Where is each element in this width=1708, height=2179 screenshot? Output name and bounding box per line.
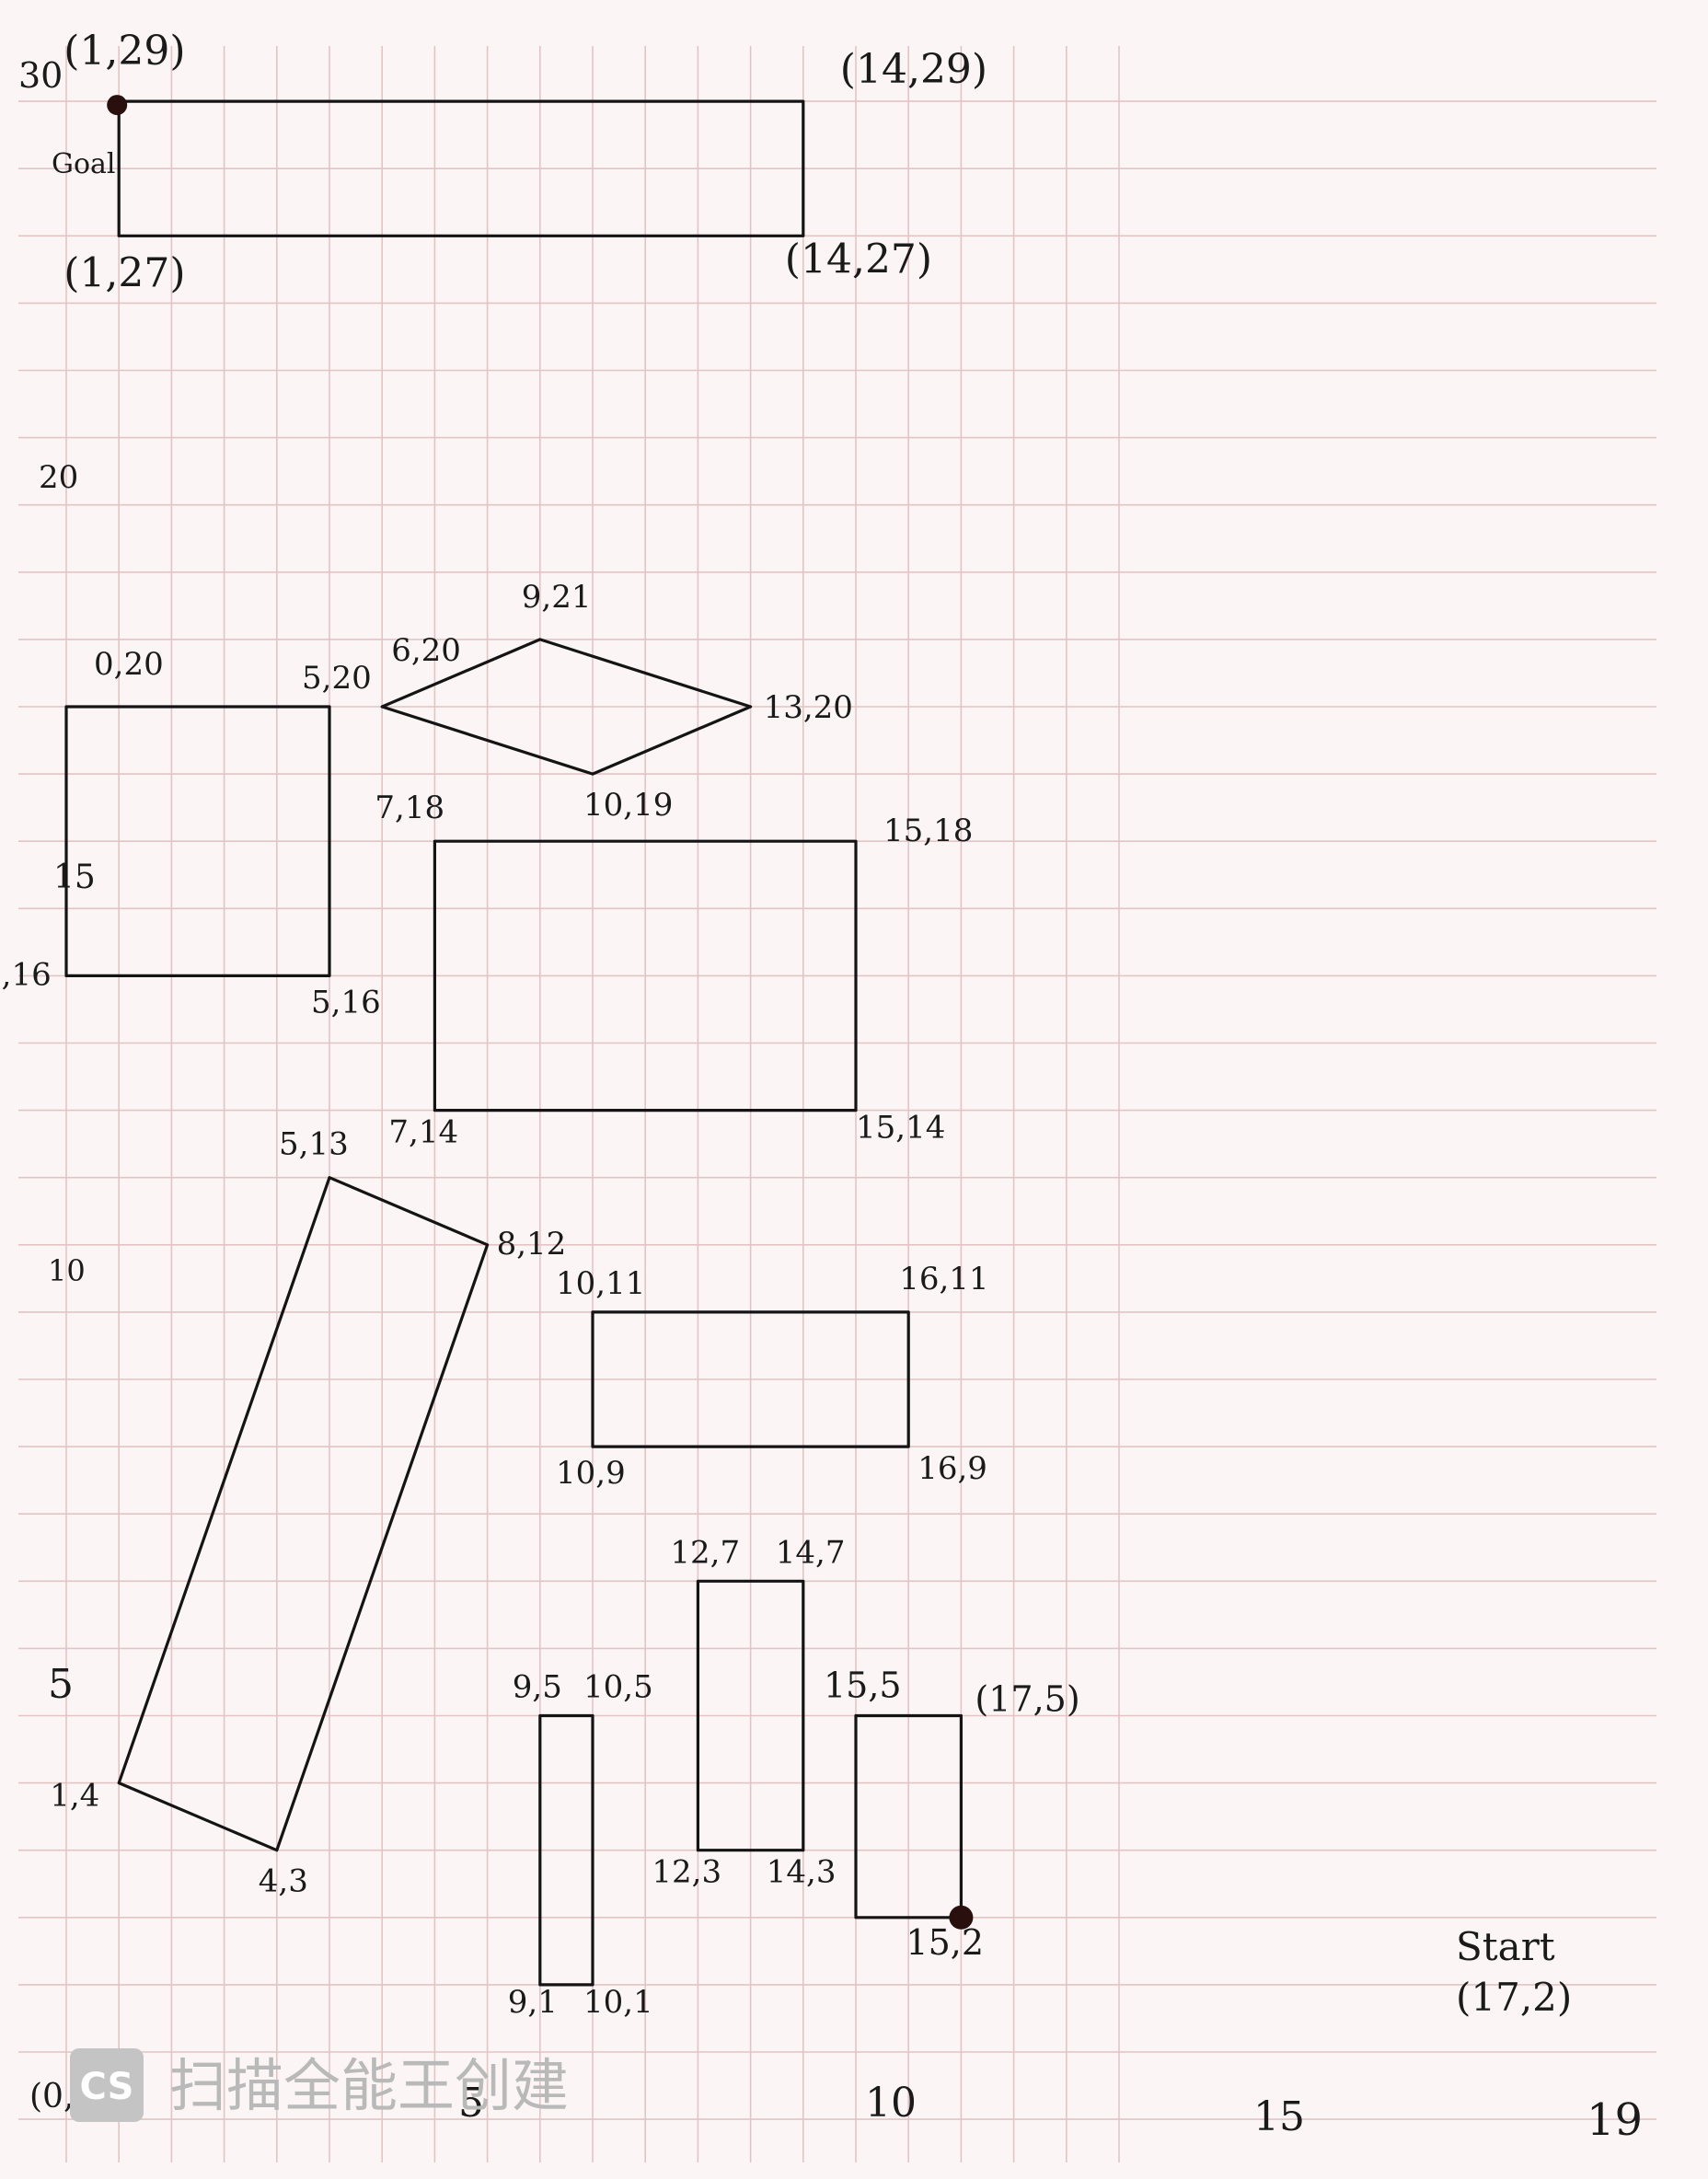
- top-rect-vertex-label: (14,27): [785, 236, 932, 282]
- left-square-polygon: [64, 705, 331, 978]
- diamond-vertex-label: 10,19: [583, 787, 673, 824]
- start-rect-vertex-label: (17,5): [975, 1679, 1079, 1720]
- slanted-quad-vertex-label: 8,12: [497, 1226, 567, 1262]
- tick-label-x19: 19: [1587, 2094, 1643, 2146]
- tall-rect-vertex-label: 12,3: [652, 1854, 721, 1891]
- top-rect-vertex-label: (1,27): [63, 249, 185, 296]
- top-rect-polygon: [117, 99, 805, 237]
- mid-rect-polygon: [433, 839, 858, 1113]
- tick-label-x10: 10: [865, 2080, 917, 2127]
- diamond-vertex-label: 9,21: [522, 579, 592, 616]
- tall-rect-polygon: [696, 1579, 805, 1852]
- mid-rect-vertex-label: 15,18: [883, 813, 973, 849]
- wide-rect-polygon: [591, 1310, 910, 1448]
- diamond-vertex-label: 6,20: [391, 632, 461, 669]
- left-square-vertex-label: 0,16: [0, 956, 52, 993]
- tick-label-y30: 30: [18, 55, 63, 96]
- tick-label-y10: 10: [48, 1253, 86, 1288]
- slanted-quad-polygon: [117, 1176, 490, 1852]
- narrow-rect-polygon: [538, 1713, 594, 1987]
- mid-rect-vertex-label: 15,14: [856, 1110, 945, 1147]
- mid-rect-vertex-label: 7,14: [388, 1114, 458, 1151]
- tall-rect-vertex-label: 12,7: [670, 1534, 740, 1571]
- left-square-vertex-label: 5,20: [302, 660, 372, 697]
- wide-rect-vertex-label: 10,11: [556, 1265, 645, 1302]
- left-square-vertex-label: 0,20: [94, 646, 164, 683]
- scanner-watermark: CS 扫描全能王创建: [70, 2048, 569, 2122]
- narrow-rect-vertex-label: 9,5: [513, 1669, 562, 1706]
- goal-marker: Goal: [52, 95, 128, 180]
- narrow-rect-vertex-label: 9,1: [508, 1984, 558, 2021]
- top-rect-vertex-label: (14,29): [840, 46, 987, 93]
- start-coord-label: (17,2): [1456, 1975, 1572, 2020]
- narrow-rect-vertex-label: 10,5: [583, 1669, 653, 1706]
- grid-lines: [18, 46, 1656, 2162]
- watermark-text: 扫描全能王创建: [169, 2052, 569, 2119]
- slanted-quad-vertex-label: 5,13: [279, 1126, 349, 1163]
- watermark-badge-text: CS: [80, 2066, 134, 2108]
- diamond-polygon: [380, 638, 753, 776]
- watermark-badge-icon: [70, 2048, 144, 2122]
- start-marker: Start (17,2): [949, 1905, 1572, 2020]
- wide-rect-vertex-label: 16,9: [917, 1450, 987, 1487]
- start-label: Start: [1456, 1924, 1555, 1969]
- goal-label: Goal: [52, 148, 116, 180]
- left-square-vertex-label: 5,16: [311, 984, 381, 1020]
- tick-label-y5: 5: [48, 1661, 74, 1708]
- mid-rect-vertex-label: 7,18: [375, 790, 444, 826]
- slanted-quad-vertex-label: 4,3: [259, 1863, 308, 1900]
- tick-label-x15: 15: [1253, 2093, 1305, 2140]
- tick-label-x5: 5: [458, 2080, 484, 2127]
- top-rect-vertex-label: (1,29): [63, 28, 185, 75]
- wide-rect-vertex-label: 10,9: [556, 1455, 626, 1492]
- tall-rect-vertex-label: 14,3: [767, 1854, 837, 1891]
- tick-label-y20: 20: [39, 459, 78, 496]
- wide-rect-vertex-label: 16,11: [899, 1261, 988, 1297]
- start-rect-vertex-label: 15,5: [824, 1666, 902, 1706]
- slanted-quad-vertex-label: 1,4: [50, 1778, 99, 1815]
- tall-rect-vertex-label: 14,7: [776, 1534, 846, 1571]
- vertex-labels: (1,29) (14,29) (14,27) (1,27) 0,20 5,20 5,16 0,…: [0, 28, 1080, 2021]
- narrow-rect-vertex-label: 10,1: [583, 1984, 653, 2021]
- diamond-vertex-label: 13,20: [764, 689, 853, 726]
- start-rect-vertex-label: 15,2: [906, 1922, 984, 1963]
- tick-label-y15: 15: [53, 859, 96, 896]
